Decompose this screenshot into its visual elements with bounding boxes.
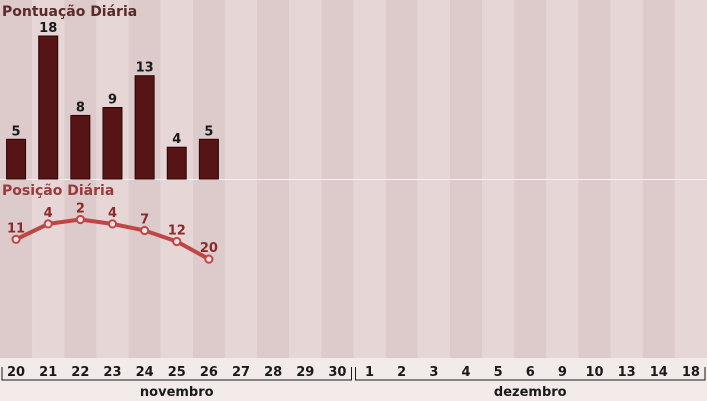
x-tick-label: 3 [429,365,438,380]
position-point-label: 2 [76,202,85,217]
score-bar [70,114,91,180]
score-bars: 5 18 8 9 13 4 5 [6,21,219,180]
score-bar [102,107,123,180]
position-point-label: 4 [44,206,53,221]
position-point [75,214,85,225]
position-point-label: 11 [7,221,25,236]
score-panel-title: Pontuação Diária [2,4,137,20]
x-tick-label: 24 [136,365,154,380]
position-point [43,219,53,229]
score-bar-label: 13 [136,61,154,76]
x-tick-label: 28 [264,365,282,380]
x-tick-label: 20 [7,365,25,380]
position-point [172,236,182,247]
x-tick-label: 22 [71,365,89,380]
x-tick-label: 18 [682,365,700,380]
score-bar-label: 5 [204,124,213,139]
x-tick-label: 5 [494,365,503,380]
x-tick-label: 9 [558,365,567,380]
x-tick-label: 30 [328,365,346,380]
x-tick-label: 1 [365,365,374,380]
x-tick-label: 14 [650,365,668,380]
x-axis: 20 21 22 23 24 25 26 27 28 29 30 1 2 3 4 5 6 9 10 13 14 18nov… [1,365,706,400]
position-point-label: 4 [108,206,117,221]
position-point [140,225,150,236]
month-bracket [355,367,706,381]
position-point [204,254,214,264]
month-label: dezembro [494,385,567,400]
x-tick-label: 25 [168,365,186,380]
score-bar-label: 4 [172,132,181,147]
score-bar [166,146,187,180]
position-panel-title: Posição Diária [2,183,114,199]
position-point-label: 7 [140,213,149,228]
x-tick-label: 10 [585,365,603,380]
month-bracket [1,367,352,381]
score-bar [38,35,59,180]
score-bar-label: 8 [76,100,85,115]
score-bar-label: 9 [108,93,117,108]
x-tick-label: 21 [39,365,57,380]
score-bar [134,75,155,180]
x-tick-label: 27 [232,365,250,380]
score-bar [198,138,219,180]
x-tick-label: 4 [461,365,470,380]
position-line: 11 4 2 4 7 12 20 [7,202,218,264]
score-bar-label: 18 [39,21,57,36]
x-tick-label: 23 [103,365,121,380]
position-point [11,234,21,244]
x-tick-label: 26 [200,365,218,380]
x-tick-label: 29 [296,365,314,380]
score-bar-label: 5 [12,124,21,139]
position-point [107,219,118,229]
x-tick-label: 13 [618,365,636,380]
position-point-label: 20 [200,241,218,256]
position-point-label: 12 [168,224,186,239]
score-bar [6,138,27,180]
month-label: novembro [140,385,214,400]
x-tick-label: 2 [397,365,406,380]
x-tick-label: 6 [526,365,535,380]
